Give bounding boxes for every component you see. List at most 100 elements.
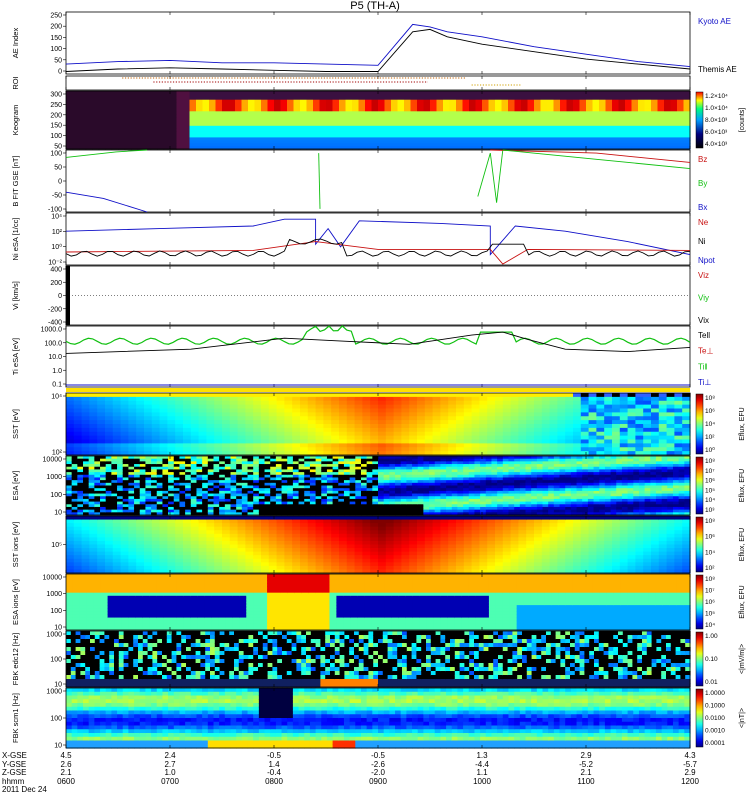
- bfgm-by-late: [502, 149, 691, 170]
- ae-series-0: [65, 23, 691, 68]
- y-tick-label: 100: [50, 133, 62, 140]
- y-tick-label: 100: [50, 46, 62, 53]
- y-tick-label: 1000: [46, 632, 62, 639]
- colorbar-tick: 10⁷: [705, 468, 715, 475]
- ti-par: [65, 325, 691, 345]
- y-tick-label: 50: [54, 57, 62, 64]
- panel-ae: AE Index 250 200 150 100 50 0 Kyoto AE Themis AE: [11, 11, 737, 76]
- colorbar-tick: 10⁵: [705, 611, 715, 618]
- y-tick-label: 0: [58, 179, 62, 186]
- ae-series-1: [65, 28, 691, 72]
- colorbar: [695, 516, 704, 573]
- fbk2-spectrogram: [66, 688, 691, 749]
- colorbar-tick: 10²: [705, 565, 715, 572]
- y-tick-label: 200: [50, 280, 62, 287]
- legend-label-Te⊥: Te⊥: [698, 347, 713, 356]
- colorbar-tick: 10⁶: [705, 599, 715, 606]
- legend-label-Ne: Ne: [698, 218, 709, 227]
- panel-ylabel: ESA [eV]: [11, 470, 20, 500]
- ni-npot: [65, 218, 691, 256]
- panel-ylabel: SST [eV]: [11, 409, 20, 439]
- footer-value: 2.9: [684, 768, 696, 777]
- panel-ylabel: FBK edc12 [Hz]: [11, 633, 20, 686]
- orbit-footer: X-GSE 4.5 2.4 -0.5 -0.5 1.3 2.9 4.3 Y-GSE 2.6 2.7 1…: [2, 751, 699, 795]
- legend-label-Bx: Bx: [698, 203, 707, 212]
- footer-value: -0.5: [267, 751, 281, 760]
- colorbar-tick: 1.00: [705, 633, 718, 640]
- y-tick-label: 10⁰: [51, 243, 62, 251]
- footer-date: 2011 Dec 24: [2, 785, 47, 794]
- y-tick-label: -200: [48, 306, 62, 313]
- footer-value: 1.0: [164, 768, 176, 777]
- footer-value: 0600: [57, 776, 75, 786]
- footer-value: 1.3: [476, 751, 488, 760]
- colorbar-tick: 0.10: [705, 656, 718, 663]
- colorbar-label: Eflux, EFU: [739, 585, 746, 618]
- footer-row-hhmm: hhmm 0600 0700 0800 0900 1000 1100 1200: [2, 777, 699, 787]
- panel-ylabel: ESA ions [eV]: [11, 579, 20, 625]
- colorbar: [695, 631, 704, 687]
- y-tick-label: 100: [50, 151, 62, 158]
- y-tick-label: 100: [50, 657, 62, 664]
- y-tick-label: 10⁴: [51, 394, 62, 401]
- panel-ylabel: FBK scm1 [Hz]: [11, 693, 20, 743]
- legend-label-Ti⊥: Ti⊥: [698, 378, 711, 387]
- y-tick-label: -50: [52, 193, 62, 200]
- colorbar-tick: 0.01: [705, 679, 718, 686]
- y-tick-label: 200: [50, 112, 62, 119]
- footer-value: 2.1: [580, 768, 592, 777]
- colorbar-tick: 10⁰: [705, 446, 715, 454]
- y-tick-label: 1.0: [52, 368, 62, 375]
- panel-frame: [65, 325, 691, 388]
- y-tick-label: 10.0: [48, 354, 62, 361]
- colorbar: [695, 574, 704, 630]
- footer-row-X-GSE: X-GSE 4.5 2.4 -0.5 -0.5 1.3 2.9 4.3: [2, 751, 696, 761]
- legend-label-Bz: Bz: [698, 155, 707, 164]
- legend-label-Vix: Vix: [698, 316, 709, 325]
- colorbar-tick: 8.0×10³: [705, 117, 728, 124]
- panel-ylabel: B FIT GSE [nT]: [11, 155, 20, 206]
- panel-ylabel: SST ions [eV]: [11, 522, 20, 568]
- colorbar: [695, 91, 704, 149]
- y-tick-label: 150: [50, 123, 62, 130]
- colorbar-tick: 10⁴: [705, 421, 715, 428]
- fbk1-spectrogram: [66, 631, 691, 688]
- y-tick-label: 200: [50, 24, 62, 31]
- panel-esae: ESA [eV] 10000 1000 100 10 10⁸ 10⁷ 10⁶ 10⁵ 10⁴ 10³…: [11, 455, 746, 517]
- esai-spectrogram: [66, 574, 691, 631]
- colorbar-tick: 0.1000: [705, 703, 725, 710]
- colorbar-tick: 10⁴: [705, 497, 715, 504]
- footer-value: 4.3: [684, 751, 696, 760]
- colorbar-tick: 0.0010: [705, 728, 725, 735]
- y-tick-label: 10: [54, 510, 62, 517]
- bfgm-by: [65, 149, 148, 158]
- footer-value: 0700: [161, 776, 179, 786]
- y-tick-label: 0: [58, 293, 62, 300]
- legend-label-By: By: [698, 179, 707, 188]
- y-tick-label: 50: [54, 144, 62, 151]
- colorbar-tick: 10⁸: [705, 576, 715, 583]
- colorbar-tick: 1.0×10⁴: [705, 105, 728, 112]
- footer-value: -2.0: [371, 768, 385, 777]
- colorbar-tick: 10⁶: [705, 408, 715, 415]
- y-tick-label: 100: [50, 716, 62, 723]
- colorbar-tick: 10⁸: [705, 458, 715, 465]
- colorbar: [695, 456, 704, 515]
- footer-value: 0900: [369, 776, 387, 786]
- y-tick-label: 10²: [52, 229, 63, 236]
- colorbar-label: Eflux, EFU: [739, 407, 746, 440]
- footer-value: 2.9: [580, 751, 592, 760]
- bfgm-by-jump: [477, 149, 504, 203]
- ni-ne: [65, 241, 691, 265]
- y-tick-label: 10: [54, 625, 62, 632]
- y-tick-label: 150: [50, 35, 62, 42]
- legend-label-Tell: Tell: [698, 331, 710, 340]
- y-tick-label: 1000: [46, 591, 62, 598]
- legend-label-Viy: Viy: [698, 294, 709, 303]
- y-tick-label: 100: [50, 608, 62, 615]
- y-tick-label: 10⁻²: [48, 260, 62, 267]
- footer-value: -5.2: [579, 759, 593, 769]
- colorbar-tick: 0.0001: [705, 740, 725, 747]
- sst-top-band: [66, 388, 690, 392]
